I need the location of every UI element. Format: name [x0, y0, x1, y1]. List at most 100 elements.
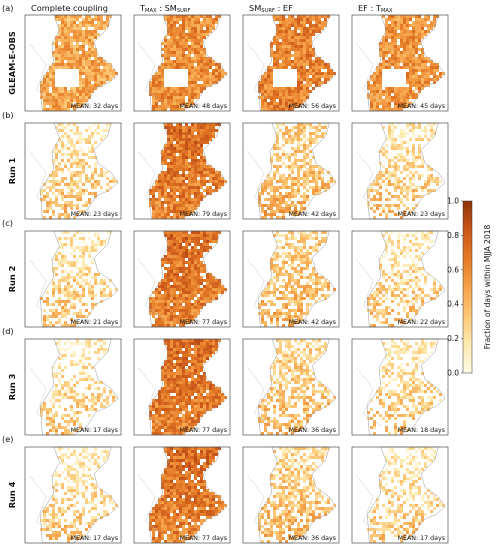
map-cell	[100, 57, 103, 60]
map-cell	[297, 84, 300, 87]
map-cell	[412, 15, 415, 18]
map-cell	[318, 63, 321, 66]
map-cell	[91, 297, 94, 300]
map-cell	[379, 174, 382, 177]
map-cell	[321, 66, 324, 69]
map-cell	[276, 186, 279, 189]
map-cell	[315, 282, 318, 285]
map-cell	[97, 126, 100, 129]
map-cell	[288, 132, 291, 135]
map-cell	[206, 165, 209, 168]
map-cell	[276, 60, 279, 63]
map-cell	[373, 216, 376, 219]
map-cell	[312, 246, 315, 249]
map-cell	[291, 42, 294, 45]
map-cell	[191, 150, 194, 153]
map-cell	[370, 78, 373, 81]
map-cell	[294, 291, 297, 294]
map-cell	[206, 132, 209, 135]
map-cell	[194, 39, 197, 42]
map-cell	[276, 180, 279, 183]
map-cell	[161, 105, 164, 108]
map-cell	[415, 48, 418, 51]
map-cell	[82, 63, 85, 66]
row-label: Run 3	[7, 373, 17, 400]
map-cell	[321, 72, 324, 75]
map-cell	[282, 30, 285, 33]
map-cell	[194, 234, 197, 237]
map-cell	[58, 342, 61, 345]
map-cell	[191, 99, 194, 102]
map-cell	[58, 27, 61, 30]
map-cell	[82, 60, 85, 63]
map-cell	[282, 66, 285, 69]
map-cell	[55, 15, 58, 18]
map-cell	[288, 207, 291, 210]
map-cell	[179, 264, 182, 267]
map-cell	[273, 36, 276, 39]
map-cell	[161, 156, 164, 159]
map-cell	[58, 105, 61, 108]
map-cell	[279, 201, 282, 204]
map-cell	[279, 240, 282, 243]
map-cell	[173, 18, 176, 21]
map-cell	[161, 300, 164, 303]
map-cell	[391, 132, 394, 135]
map-cell	[427, 123, 430, 126]
map-cell	[40, 297, 43, 300]
map-cell	[173, 303, 176, 306]
map-cell	[188, 60, 191, 63]
map-cell	[203, 63, 206, 66]
map-cell	[191, 144, 194, 147]
map-cell	[64, 243, 67, 246]
map-cell	[176, 234, 179, 237]
map-cell	[76, 381, 79, 384]
map-cell	[424, 81, 427, 84]
map-cell	[58, 189, 61, 192]
map-cell	[406, 123, 409, 126]
map-cell	[158, 78, 161, 81]
map-cell	[76, 294, 79, 297]
map-cell	[258, 192, 261, 195]
map-cell	[282, 15, 285, 18]
map-cell	[264, 294, 267, 297]
map-cell	[321, 24, 324, 27]
map-cell	[270, 54, 273, 57]
map-cell	[173, 102, 176, 105]
map-cell	[406, 189, 409, 192]
map-cell	[194, 291, 197, 294]
map-cell	[282, 285, 285, 288]
map-cell	[82, 159, 85, 162]
map-cell	[152, 93, 155, 96]
map-cell	[155, 84, 158, 87]
map-cell	[297, 51, 300, 54]
map-cell	[215, 123, 218, 126]
map-cell	[173, 183, 176, 186]
map-cell	[279, 309, 282, 312]
map-cell	[203, 237, 206, 240]
map-cell	[397, 294, 400, 297]
map-cell	[179, 57, 182, 60]
map-cell	[185, 297, 188, 300]
map-cell	[306, 258, 309, 261]
map-cell	[197, 33, 200, 36]
map-cell	[294, 33, 297, 36]
coastline	[258, 122, 337, 220]
map-cell	[161, 69, 164, 72]
map-cell	[185, 168, 188, 171]
map-cell	[200, 78, 203, 81]
map-cell	[158, 312, 161, 315]
map-cell	[427, 183, 430, 186]
map-cell	[194, 255, 197, 258]
map-cell	[288, 105, 291, 108]
map-cell	[209, 15, 212, 18]
map-cell	[40, 93, 43, 96]
map-cell	[406, 288, 409, 291]
map-cell	[76, 132, 79, 135]
map-cell	[191, 87, 194, 90]
map-cell	[288, 231, 291, 234]
map-cell	[291, 180, 294, 183]
map-cell	[179, 135, 182, 138]
map-cell	[203, 249, 206, 252]
map-cell	[288, 24, 291, 27]
